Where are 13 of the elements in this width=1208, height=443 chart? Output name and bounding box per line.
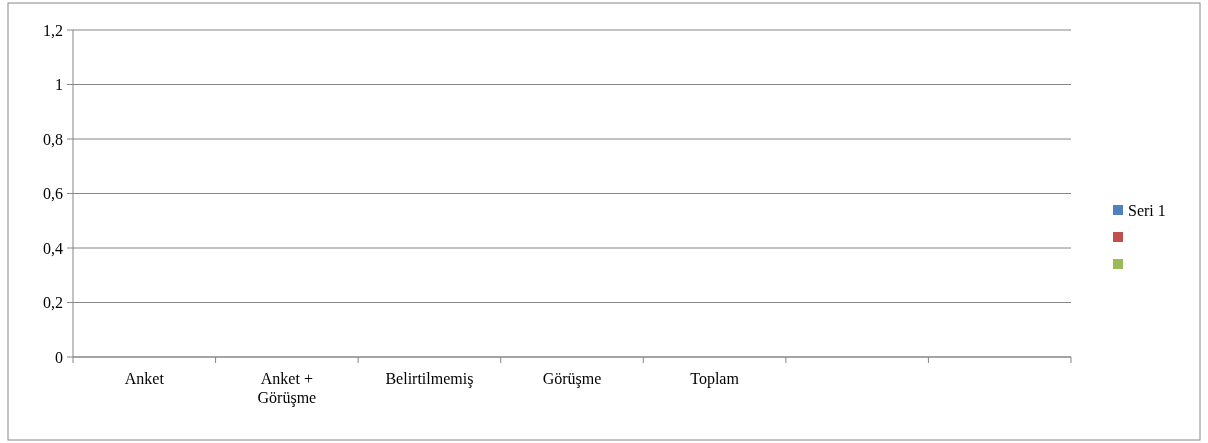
y-tick-label: 0,2 (43, 294, 63, 312)
y-tick-label: 0,6 (43, 185, 63, 203)
y-tick-label: 0 (55, 348, 63, 366)
x-tick-label: Toplam (690, 370, 740, 388)
x-tick-label: Görüşme (542, 370, 602, 388)
y-tick-label: 0,8 (43, 130, 63, 148)
x-tick-label: Anket + Görüşme (257, 370, 317, 407)
y-tick-label: 1 (55, 76, 63, 94)
legend-label: Seri 1 (1128, 201, 1166, 219)
y-tick-label: 0,4 (43, 239, 63, 257)
x-tick-label: Anket (124, 370, 165, 387)
y-tick-label: 1,2 (43, 21, 63, 39)
x-tick-label: Belirtilmemiş (385, 370, 474, 388)
